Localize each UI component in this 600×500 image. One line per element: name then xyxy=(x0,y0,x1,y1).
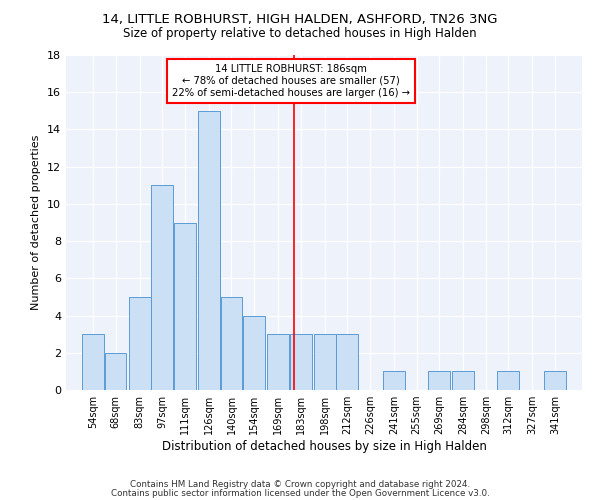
Bar xyxy=(221,297,242,390)
Bar xyxy=(174,222,196,390)
Bar xyxy=(267,334,289,390)
Bar xyxy=(337,334,358,390)
Bar xyxy=(243,316,265,390)
Bar xyxy=(497,372,519,390)
Bar xyxy=(82,334,104,390)
Bar xyxy=(428,372,450,390)
Bar xyxy=(129,297,151,390)
Bar xyxy=(314,334,335,390)
Bar xyxy=(151,186,173,390)
Text: 14, LITTLE ROBHURST, HIGH HALDEN, ASHFORD, TN26 3NG: 14, LITTLE ROBHURST, HIGH HALDEN, ASHFOR… xyxy=(102,12,498,26)
Text: Contains HM Land Registry data © Crown copyright and database right 2024.: Contains HM Land Registry data © Crown c… xyxy=(130,480,470,489)
X-axis label: Distribution of detached houses by size in High Halden: Distribution of detached houses by size … xyxy=(161,440,487,453)
Text: Size of property relative to detached houses in High Halden: Size of property relative to detached ho… xyxy=(123,28,477,40)
Bar xyxy=(290,334,311,390)
Bar xyxy=(544,372,566,390)
Y-axis label: Number of detached properties: Number of detached properties xyxy=(31,135,41,310)
Text: 14 LITTLE ROBHURST: 186sqm
← 78% of detached houses are smaller (57)
22% of semi: 14 LITTLE ROBHURST: 186sqm ← 78% of deta… xyxy=(172,64,410,98)
Bar xyxy=(383,372,405,390)
Bar xyxy=(452,372,474,390)
Text: Contains public sector information licensed under the Open Government Licence v3: Contains public sector information licen… xyxy=(110,488,490,498)
Bar xyxy=(198,111,220,390)
Bar xyxy=(105,353,127,390)
